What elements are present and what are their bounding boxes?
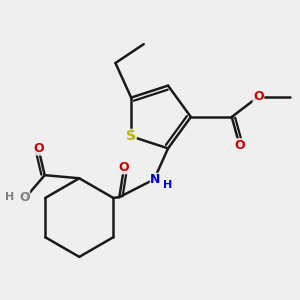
Text: O: O [234, 139, 245, 152]
Text: H: H [5, 192, 15, 202]
Text: O: O [33, 142, 44, 155]
Text: H: H [164, 179, 173, 190]
Text: N: N [150, 173, 161, 186]
Text: S: S [126, 129, 136, 143]
Text: O: O [253, 90, 264, 103]
Text: O: O [119, 161, 129, 174]
Text: O: O [19, 190, 30, 204]
